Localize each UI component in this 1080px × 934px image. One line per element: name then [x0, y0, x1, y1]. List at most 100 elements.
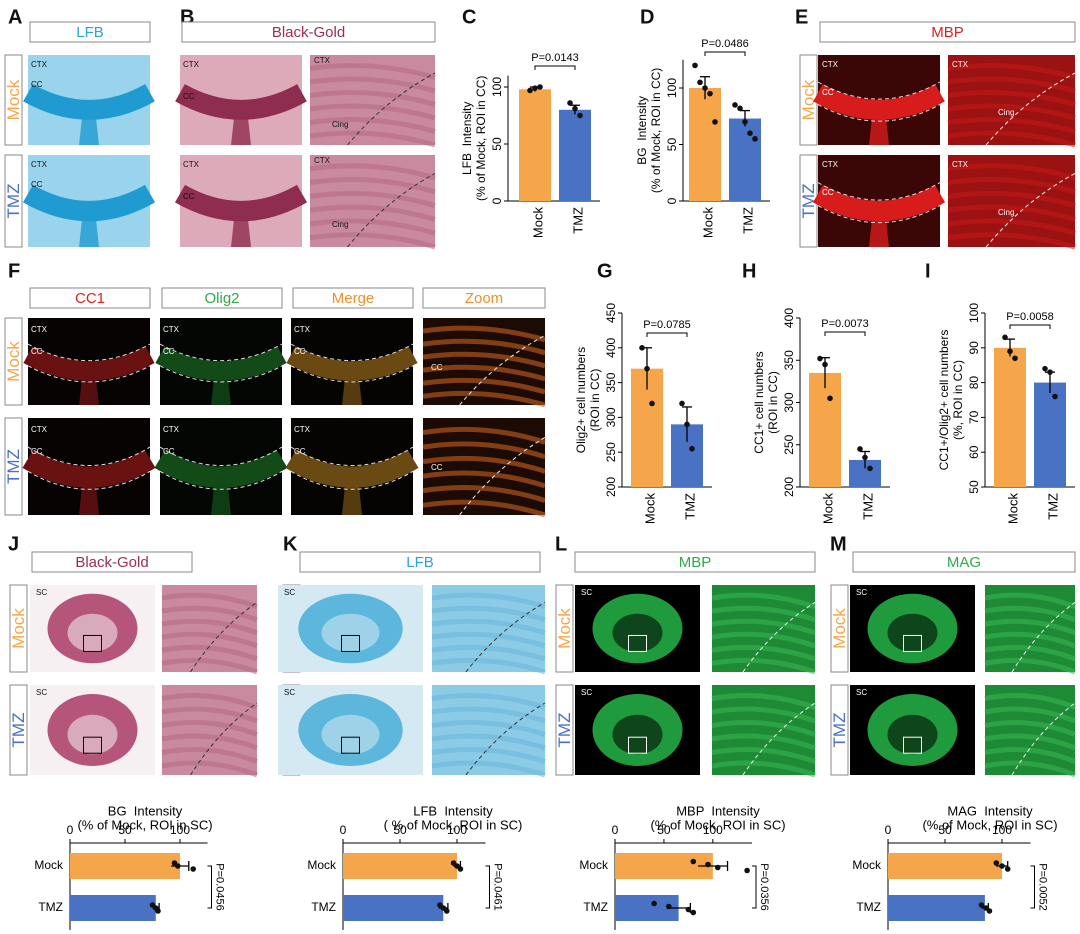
bar: [888, 853, 1002, 879]
y-tick-label: 90: [967, 341, 981, 355]
grey-matter: [321, 714, 380, 755]
x-tick-label: 50: [938, 823, 952, 837]
y-tick-label: 200: [782, 477, 796, 497]
boundary: [742, 601, 816, 673]
panel-label: E: [795, 6, 808, 28]
data-point: [649, 400, 655, 407]
y-tick-label: Mock: [34, 858, 64, 872]
significance-bracket: [704, 51, 746, 56]
boundary: [27, 343, 151, 362]
texture: [947, 232, 1076, 250]
texture: [984, 760, 1076, 778]
boundary: [190, 601, 258, 673]
y-tick-label: 300: [782, 392, 796, 412]
region-tag: CTX: [822, 60, 839, 69]
texture: [947, 218, 1076, 236]
significance-bracket: [824, 331, 866, 336]
header-box: [422, 287, 546, 309]
data-point: [690, 909, 697, 916]
tissue-band: [342, 370, 362, 405]
header-box: [299, 551, 541, 573]
texture: [422, 455, 546, 474]
boundary: [290, 470, 414, 490]
chart-title: BG Intensity: [108, 803, 183, 818]
y-tick-label: 70: [967, 410, 981, 424]
region-tag: SC: [581, 688, 592, 697]
data-point: [690, 858, 697, 865]
p-value: P=0.0143: [531, 52, 578, 64]
header-label: CC1: [75, 290, 105, 307]
data-point: [644, 365, 650, 372]
texture: [947, 63, 1076, 80]
texture: [984, 644, 1076, 662]
texture: [947, 190, 1076, 209]
data-point: [1042, 365, 1048, 372]
data-point: [817, 355, 823, 362]
region-tag: CTX: [952, 60, 969, 69]
y-tick-label: 400: [604, 337, 618, 357]
texture: [711, 733, 816, 751]
texture: [309, 117, 436, 134]
texture: [431, 747, 546, 764]
x-tick-label: 50: [118, 823, 132, 837]
chart-title: LFB Intensity: [413, 803, 493, 818]
p-value: P=0.0052: [1037, 863, 1049, 910]
tissue-band: [79, 370, 99, 405]
row-label: Mock: [4, 341, 23, 382]
x-tick-label: 100: [703, 823, 723, 837]
texture: [309, 177, 436, 195]
texture: [984, 693, 1076, 710]
row-label-box: [555, 584, 574, 673]
roi-box: [83, 736, 102, 754]
texture: [711, 693, 816, 710]
texture: [984, 720, 1076, 737]
header-box: [31, 551, 193, 573]
boundary: [985, 172, 1076, 248]
region-tag: SC: [856, 688, 867, 697]
panel-label: D: [640, 6, 654, 28]
data-point: [443, 908, 450, 914]
y-tick-label: 50: [490, 137, 504, 151]
header-label: Olig2: [204, 290, 239, 307]
texture: [431, 693, 546, 710]
region-tag: CC: [183, 192, 195, 201]
row-label: Mock: [555, 608, 574, 649]
x-tick-label: TMZ: [860, 493, 875, 520]
boundary: [817, 205, 941, 224]
row-label: TMZ: [9, 713, 28, 748]
data-point: [1004, 866, 1011, 872]
region-tag: Cing: [998, 108, 1014, 117]
tissue-band: [211, 370, 231, 405]
tissue-band: [869, 210, 889, 247]
row-label-box: [4, 54, 23, 146]
boundary: [985, 72, 1076, 146]
x-tick-label: Mock: [1005, 493, 1020, 525]
row-label: Mock: [799, 79, 818, 120]
tissue-band: [342, 476, 362, 515]
row-label: TMZ: [4, 449, 23, 484]
texture: [711, 747, 816, 764]
data-point: [1052, 393, 1058, 400]
texture: [711, 760, 816, 778]
panel-label: A: [8, 6, 22, 28]
data-point: [175, 863, 181, 869]
boundary: [290, 343, 414, 362]
region-tag: CC: [31, 347, 43, 356]
data-point: [190, 866, 196, 872]
y-axis-label: CC1+ cell numbers: [752, 351, 766, 453]
bar: [1034, 382, 1066, 487]
data-point: [707, 90, 713, 97]
tissue-band: [211, 476, 231, 515]
data-point: [577, 112, 583, 119]
region-tag: CC: [431, 463, 443, 472]
texture: [422, 426, 546, 445]
texture: [161, 644, 258, 662]
significance-bracket: [485, 865, 490, 909]
data-point: [527, 87, 533, 94]
x-tick-label: Mock: [642, 493, 657, 525]
panel-label: G: [597, 260, 613, 282]
data-point: [567, 100, 573, 106]
tissue-band: [869, 109, 889, 145]
significance-bracket: [534, 65, 576, 70]
texture: [161, 693, 258, 710]
